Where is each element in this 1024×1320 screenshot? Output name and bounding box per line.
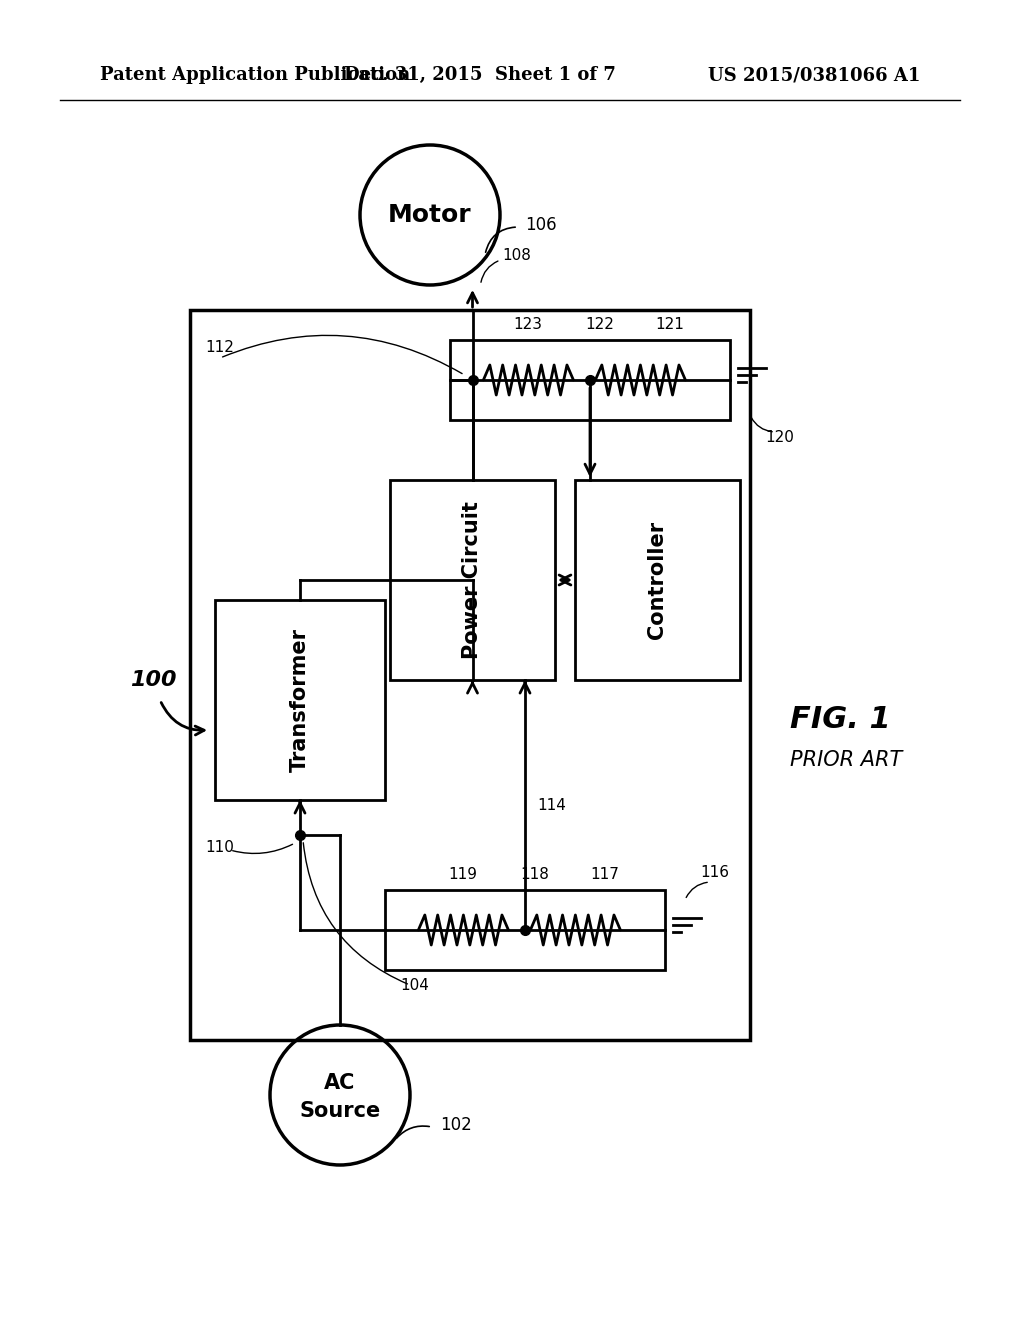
Bar [390,480,555,680]
Text: 119: 119 [449,867,477,882]
Text: 118: 118 [520,867,549,882]
Text: 104: 104 [400,978,429,993]
Text: 108: 108 [503,248,531,263]
Text: Controller: Controller [647,521,668,639]
Text: PRIOR ART: PRIOR ART [790,750,902,770]
Text: FIG. 1: FIG. 1 [790,705,891,734]
Bar [450,341,730,420]
Text: AC: AC [325,1073,355,1093]
Text: 110: 110 [205,840,233,855]
Text: 123: 123 [513,317,543,333]
Bar [385,890,665,970]
Text: 120: 120 [766,430,795,445]
Text: Source: Source [299,1101,381,1121]
Text: 100: 100 [130,671,176,690]
Bar [215,601,385,800]
Text: Power Circuit: Power Circuit [463,502,482,659]
Text: 117: 117 [591,867,620,882]
Text: 116: 116 [700,865,729,880]
Text: Transformer: Transformer [290,628,310,772]
Text: Dec. 31, 2015  Sheet 1 of 7: Dec. 31, 2015 Sheet 1 of 7 [344,66,616,84]
Text: 112: 112 [205,341,233,355]
Text: Patent Application Publication: Patent Application Publication [100,66,411,84]
Text: 102: 102 [440,1115,472,1134]
Bar [190,310,750,1040]
Text: 122: 122 [585,317,613,333]
Text: US 2015/0381066 A1: US 2015/0381066 A1 [708,66,920,84]
Text: Motor: Motor [388,203,472,227]
Bar [575,480,740,680]
Text: 114: 114 [537,797,566,813]
Text: 121: 121 [655,317,684,333]
Text: 106: 106 [525,216,557,234]
